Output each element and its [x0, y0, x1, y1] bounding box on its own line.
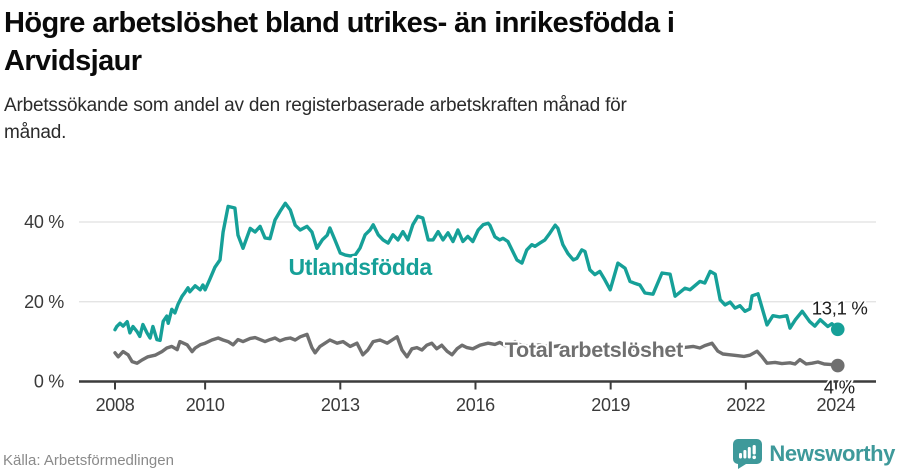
series-end-dot-utlandsfodda	[830, 322, 845, 337]
x-tick-label: 2024	[817, 395, 856, 415]
x-tick-label: 2019	[591, 395, 630, 415]
y-tick-label: 40 %	[24, 212, 64, 232]
series-name-label-total: Total arbetslöshet	[505, 338, 683, 362]
newsworthy-icon	[733, 439, 763, 469]
y-tick-label: 0 %	[34, 372, 64, 392]
source-label: Källa: Arbetsförmedlingen	[3, 452, 174, 469]
x-tick-label: 2013	[321, 395, 360, 415]
subtitle-line-2: månad.	[4, 122, 67, 143]
series-name-label-utlandsfodda: Utlandsfödda	[288, 254, 432, 280]
x-tick-label: 2016	[456, 395, 495, 415]
x-tick-label: 2022	[726, 395, 765, 415]
series-end-dot-total	[830, 358, 845, 373]
newsworthy-wordmark: Newsworthy	[769, 441, 895, 466]
series-end-value-label-total: 4 %	[824, 377, 855, 398]
title-line-1: Högre arbetslöshet bland utrikes- än inr…	[4, 7, 675, 39]
x-tick-label: 2008	[96, 395, 135, 415]
title-line-2: Arvidsjaur	[4, 45, 142, 77]
newsworthy-logo: Newsworthy	[732, 438, 895, 470]
page-title: Högre arbetslöshet bland utrikes- än inr…	[4, 4, 884, 80]
logo-bar-3	[748, 447, 752, 459]
logo-exclamation-bar	[753, 445, 757, 455]
speech-bubble-shape	[733, 439, 763, 469]
x-tick-label: 2010	[186, 395, 225, 415]
series-line-utlandsfodda	[113, 201, 840, 343]
logo-bar-1	[739, 453, 743, 459]
chart-header: Högre arbetslöshet bland utrikes- än inr…	[4, 4, 884, 146]
logo-bar-2	[743, 450, 747, 459]
series-line-total	[113, 332, 840, 368]
series-end-value-label-utlandsfodda: 13,1 %	[812, 297, 868, 318]
subtitle-line-1: Arbetssökande som andel av den registerb…	[4, 95, 627, 116]
chart-subtitle: Arbetssökande som andel av den registerb…	[4, 92, 884, 146]
logo-exclamation-dot	[752, 455, 757, 460]
y-tick-label: 20 %	[24, 292, 64, 312]
